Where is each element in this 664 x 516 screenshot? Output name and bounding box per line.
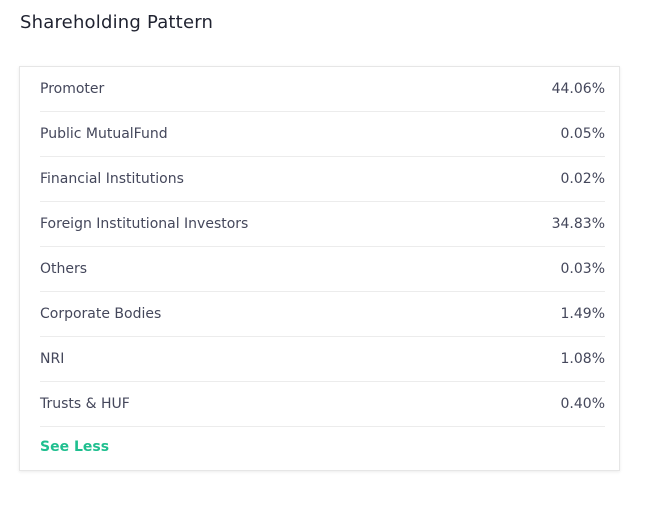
holding-percent: 34.83%	[551, 216, 605, 232]
table-row: Trusts & HUF 0.40%	[40, 382, 605, 427]
holder-name: Others	[40, 261, 88, 277]
holder-name: Financial Institutions	[40, 171, 184, 187]
table-row: Promoter 44.06%	[40, 67, 605, 112]
table-row: Public MutualFund 0.05%	[40, 112, 605, 157]
see-less-link[interactable]: See Less	[40, 439, 110, 455]
holding-percent: 0.40%	[560, 396, 605, 412]
holding-percent: 0.02%	[560, 171, 605, 187]
table-row: Others 0.03%	[40, 247, 605, 292]
shareholding-card: See Less Promoter 44.06% Public MutualFund…	[19, 66, 620, 471]
holding-percent: 44.06%	[551, 81, 605, 97]
holder-name: NRI	[40, 351, 65, 367]
table-row: Corporate Bodies 1.49%	[40, 292, 605, 337]
holder-name: Promoter	[40, 81, 105, 97]
holder-name: Foreign Institutional Investors	[40, 216, 249, 232]
table-row: NRI 1.08%	[40, 337, 605, 382]
holding-percent: 1.08%	[560, 351, 605, 367]
holder-name: Corporate Bodies	[40, 306, 162, 322]
holding-percent: 0.03%	[560, 261, 605, 277]
table-row: Financial Institutions 0.02%	[40, 157, 605, 202]
table-row: Foreign Institutional Investors 34.83%	[40, 202, 605, 247]
holding-percent: 1.49%	[560, 306, 605, 322]
holder-name: Public MutualFund	[40, 126, 168, 142]
holder-name: Trusts & HUF	[40, 396, 130, 412]
holding-percent: 0.05%	[560, 126, 605, 142]
section-title: Shareholding Pattern	[20, 12, 214, 33]
